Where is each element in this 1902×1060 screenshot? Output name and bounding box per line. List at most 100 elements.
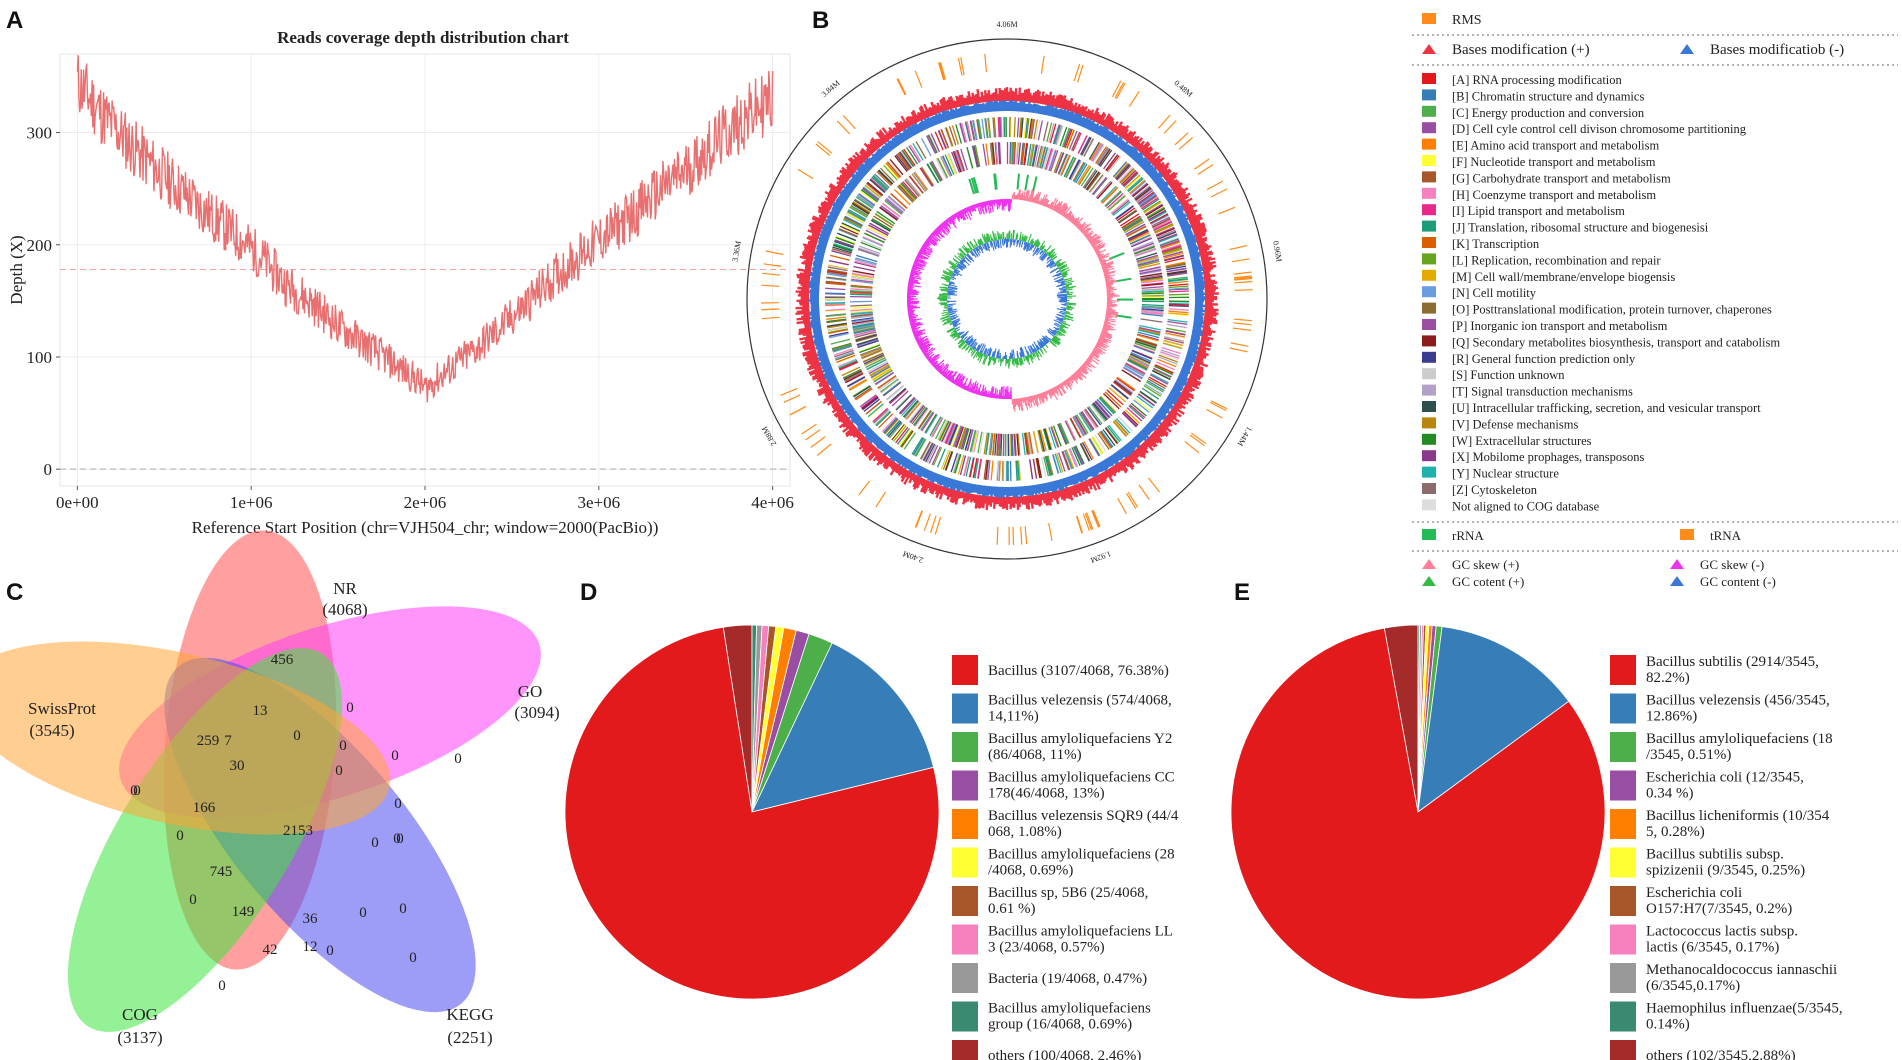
circos-feature: [966, 345, 971, 351]
circos-feature: [810, 360, 820, 366]
circos-feature: [829, 380, 839, 387]
legend-label: Bacteria (19/4068, 0.47%): [988, 971, 1147, 987]
circos-feature: [874, 437, 883, 446]
legend-label: Bacillus amyloliquefaciens (18/3545, 0.5…: [1646, 731, 1833, 763]
circos-feature: [1061, 269, 1070, 275]
circos-feature: [841, 366, 861, 377]
circos-feature: [883, 417, 898, 434]
circos-feature: [976, 103, 981, 114]
circos-feature: [831, 401, 839, 408]
circos-feature: [960, 481, 965, 490]
circos-feature: [940, 223, 950, 234]
circos-feature: [953, 255, 962, 262]
circos-feature: [837, 411, 846, 419]
circos-feature: [820, 201, 832, 209]
circos-feature: [1198, 244, 1212, 251]
circos-feature: [1118, 461, 1128, 474]
circos-feature: [812, 261, 823, 266]
circos-feature: [1112, 465, 1119, 473]
circos-feature: [1059, 320, 1063, 323]
circos-feature: [1091, 465, 1099, 477]
circos-feature: [1064, 279, 1073, 283]
circos-feature: [1074, 113, 1082, 125]
circos-feature: [1026, 243, 1031, 252]
circos-feature: [1081, 441, 1093, 461]
circos-feature: [1113, 121, 1124, 134]
circos-feature: [1162, 248, 1183, 256]
circos-feature: [1191, 368, 1204, 376]
circos-feature: [1056, 385, 1064, 396]
circos-feature: [1190, 338, 1200, 343]
circos-feature: [939, 99, 946, 112]
circos-feature: [850, 412, 859, 420]
circos-feature: [1058, 329, 1066, 334]
circos-feature: [1085, 232, 1092, 238]
circos-feature: [847, 157, 860, 169]
circos-feature: [1024, 118, 1029, 139]
circos-feature: [930, 356, 940, 365]
circos-feature: [826, 215, 837, 223]
circos-axis-label: 1.92M: [1089, 549, 1112, 565]
pie-d-slices: [564, 624, 940, 1000]
circos-feature: [1059, 290, 1067, 293]
circos-feature: [1106, 389, 1124, 406]
circos-feature: [910, 271, 919, 275]
circos-feature: [847, 411, 858, 420]
circos-feature: [927, 357, 932, 362]
circos-feature: [1024, 526, 1028, 545]
circos-feature: [912, 329, 916, 333]
circos-feature: [881, 127, 892, 140]
circos-feature: [1171, 407, 1178, 413]
circos-feature: [810, 320, 821, 325]
circos-feature: [1229, 245, 1248, 251]
circos-feature: [799, 255, 814, 261]
circos-feature: [988, 486, 992, 495]
venn-set-swissprot: [0, 641, 391, 835]
circos-feature: [1203, 271, 1210, 275]
circos-feature: [972, 494, 976, 502]
circos-feature: [1160, 405, 1171, 414]
circos-feature: [857, 170, 865, 178]
circos-feature: [1102, 327, 1110, 331]
circos-feature: [1066, 129, 1075, 149]
circos-feature: [979, 431, 985, 454]
circos-feature: [1029, 239, 1033, 244]
circos-feature: [1187, 243, 1197, 249]
circos-feature: [1102, 267, 1115, 272]
circos-feature: [833, 387, 843, 394]
circos-feature: [1164, 191, 1175, 200]
circos-feature: [978, 353, 984, 363]
circos-feature: [1193, 363, 1204, 370]
circos-feature: [1021, 496, 1025, 505]
circos-feature: [980, 384, 985, 396]
circos-feature: [1063, 316, 1074, 322]
circos-feature: [1136, 189, 1154, 203]
circos-feature: [1121, 128, 1129, 139]
circos-feature: [1203, 274, 1216, 278]
circos-feature: [1105, 315, 1113, 319]
circos-feature: [1203, 318, 1218, 323]
circos-feature: [1130, 150, 1139, 159]
circos-feature: [843, 405, 854, 414]
circos-feature: [827, 326, 848, 331]
circos-feature: [1015, 102, 1019, 112]
genome-circos-map: 4.06M0.48M0.96M1.44M1.92M2.40M2.88M3.36M…: [730, 13, 1898, 589]
circos-feature: [825, 280, 846, 284]
circos-feature: [1062, 275, 1067, 279]
circos-feature: [912, 329, 919, 333]
circos-feature: [837, 196, 847, 204]
circos-feature: [809, 239, 818, 244]
circos-feature: [1045, 390, 1049, 395]
circos-feature: [951, 318, 960, 323]
circos-feature: [851, 429, 860, 437]
circos-feature: [1167, 318, 1188, 323]
circos-feature: [992, 117, 996, 138]
circos-feature: [1041, 392, 1045, 399]
circos-feature: [958, 427, 967, 449]
circos-feature: [937, 364, 945, 372]
circos-feature: [946, 275, 952, 279]
circos-feature: [1027, 345, 1032, 355]
circos-feature: [852, 201, 871, 214]
circos-feature: [1122, 411, 1138, 427]
circos-feature: [930, 116, 937, 126]
